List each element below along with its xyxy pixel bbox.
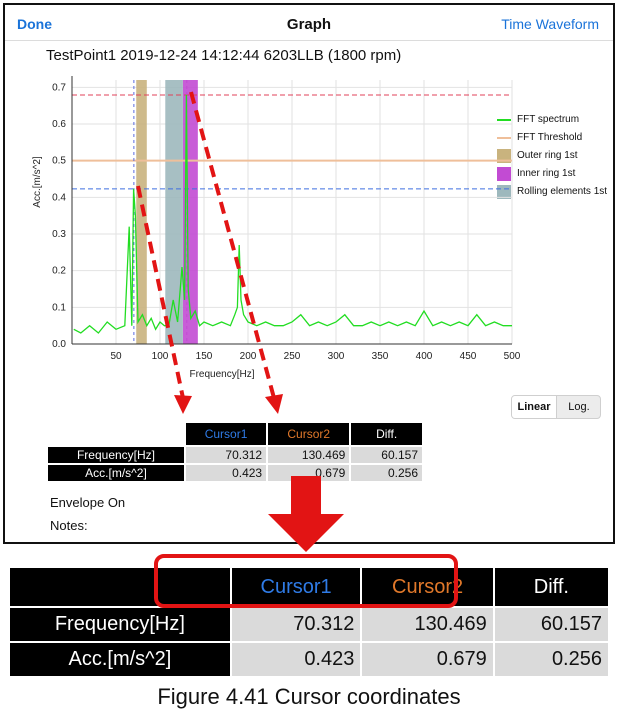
cursor-table-header: Cursor1 Cursor2 Diff. bbox=[10, 568, 608, 606]
fft-spectrum-swatch bbox=[497, 119, 511, 121]
row-label-frequency: Frequency[Hz] bbox=[48, 447, 184, 463]
table-row: Frequency[Hz] 70.312 130.469 60.157 bbox=[10, 608, 608, 641]
table-row: Acc.[m/s^2] 0.423 0.679 0.256 bbox=[10, 643, 608, 676]
cursor-highlight-box bbox=[154, 554, 458, 608]
x-tick-label: 100 bbox=[152, 351, 169, 362]
navigation-bar: Done Graph Time Waveform bbox=[5, 5, 613, 41]
cursor1-frequency: 70.312 bbox=[231, 608, 361, 641]
y-axis-label: Acc.[m/s^2] bbox=[32, 156, 43, 208]
app-screenshot: Done Graph Time Waveform TestPoint1 2019… bbox=[3, 3, 615, 544]
legend-label: FFT Threshold bbox=[517, 132, 583, 143]
cursor1-header: Cursor1 bbox=[185, 423, 267, 445]
cursor2-header: Cursor2 bbox=[362, 568, 493, 606]
x-tick-label: 450 bbox=[460, 351, 477, 362]
y-tick-label: 0.2 bbox=[52, 266, 66, 277]
y-tick-label: 0.1 bbox=[52, 302, 66, 313]
y-tick-label: 0.7 bbox=[52, 82, 66, 93]
cursor2-frequency: 130.469 bbox=[362, 608, 493, 641]
diff-header: Diff. bbox=[494, 568, 608, 606]
empty-cell bbox=[48, 423, 184, 445]
legend-item-inner-ring: Inner ring 1st bbox=[497, 165, 613, 183]
table-row: Acc.[m/s^2] 0.423 0.679 0.256 bbox=[48, 465, 422, 481]
done-button[interactable]: Done bbox=[17, 16, 52, 32]
band-marker bbox=[165, 80, 183, 344]
cursor1-frequency: 70.312 bbox=[185, 447, 267, 463]
row-label-acc: Acc.[m/s^2] bbox=[48, 465, 184, 481]
x-tick-label: 400 bbox=[416, 351, 433, 362]
cursor2-acc: 0.679 bbox=[362, 643, 493, 676]
diff-frequency: 60.157 bbox=[494, 608, 608, 641]
dashed-arrow-cursor2 bbox=[189, 91, 283, 414]
scale-toggle[interactable]: Linear Log. bbox=[511, 395, 601, 419]
cursor-table-zoomed: Cursor1 Cursor2 Diff. Frequency[Hz] 70.3… bbox=[8, 566, 610, 678]
row-label-frequency: Frequency[Hz] bbox=[10, 608, 230, 641]
diff-acc: 0.256 bbox=[494, 643, 608, 676]
x-tick-label: 300 bbox=[328, 351, 345, 362]
x-tick-label: 200 bbox=[240, 351, 257, 362]
notes-label[interactable]: Notes: bbox=[50, 518, 88, 533]
legend-item-fft-spectrum: FFT spectrum bbox=[497, 111, 613, 129]
fft-threshold-swatch bbox=[497, 137, 511, 139]
cursor2-header: Cursor2 bbox=[268, 423, 350, 445]
legend-item-fft-threshold: FFT Threshold bbox=[497, 129, 613, 147]
x-tick-label: 350 bbox=[372, 351, 389, 362]
dashed-arrow-cursor1 bbox=[136, 185, 192, 414]
legend-label: Inner ring 1st bbox=[517, 168, 576, 179]
y-tick-label: 0.6 bbox=[52, 119, 66, 130]
cursor1-acc: 0.423 bbox=[185, 465, 267, 481]
row-label-acc: Acc.[m/s^2] bbox=[10, 643, 230, 676]
x-axis-label: Frequency[Hz] bbox=[189, 369, 254, 380]
diff-acc: 0.256 bbox=[351, 465, 422, 481]
annotation-layer bbox=[136, 91, 344, 552]
cursor-table: Cursor1 Cursor2 Diff. Frequency[Hz] 70.3… bbox=[46, 421, 424, 483]
measurement-info: TestPoint1 2019-12-24 14:12:44 6203LLB (… bbox=[46, 47, 402, 64]
legend-item-outer-ring: Outer ring 1st bbox=[497, 147, 613, 165]
x-tick-label: 150 bbox=[196, 351, 213, 362]
cursor1-acc: 0.423 bbox=[231, 643, 361, 676]
inner-ring-swatch bbox=[497, 167, 511, 181]
cursor2-acc: 0.679 bbox=[268, 465, 350, 481]
table-row: Frequency[Hz] 70.312 130.469 60.157 bbox=[48, 447, 422, 463]
big-arrow-down bbox=[268, 476, 344, 552]
cursor2-frequency: 130.469 bbox=[268, 447, 350, 463]
x-tick-label: 50 bbox=[110, 351, 122, 362]
cursor-table-header: Cursor1 Cursor2 Diff. bbox=[48, 423, 422, 445]
diff-header: Diff. bbox=[351, 423, 422, 445]
empty-cell bbox=[10, 568, 230, 606]
legend-label: Outer ring 1st bbox=[517, 150, 578, 161]
y-tick-label: 0.0 bbox=[52, 339, 66, 350]
y-tick-label: 0.5 bbox=[52, 156, 66, 167]
fft-spectrum-line bbox=[73, 94, 512, 334]
time-waveform-button[interactable]: Time Waveform bbox=[501, 16, 599, 32]
figure-caption: Figure 4.41 Cursor coordinates bbox=[157, 684, 461, 709]
legend-label: FFT spectrum bbox=[517, 114, 580, 125]
page-title: Graph bbox=[286, 16, 332, 33]
envelope-status: Envelope On bbox=[50, 495, 126, 510]
diff-frequency: 60.157 bbox=[351, 447, 422, 463]
x-tick-label: 250 bbox=[284, 351, 301, 362]
y-tick-label: 0.4 bbox=[52, 192, 66, 203]
x-tick-label: 500 bbox=[504, 351, 521, 362]
outer-ring-swatch bbox=[497, 149, 511, 163]
linear-scale-button[interactable]: Linear bbox=[512, 396, 557, 418]
y-tick-label: 0.3 bbox=[52, 229, 66, 240]
legend-label: Rolling elements 1st bbox=[517, 186, 608, 197]
cursor1-header: Cursor1 bbox=[231, 568, 361, 606]
log-scale-button[interactable]: Log. bbox=[568, 401, 590, 413]
